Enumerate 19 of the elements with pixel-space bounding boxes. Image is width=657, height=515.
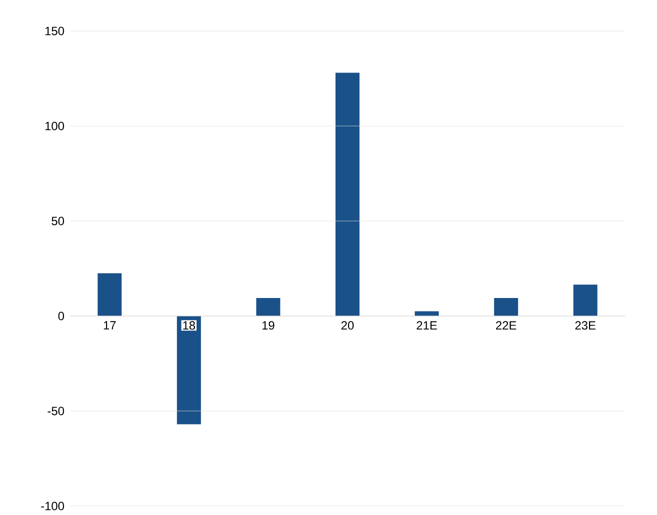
x-tick-label: 21E — [416, 321, 437, 330]
bar — [336, 72, 360, 316]
x-tick-label: 22E — [496, 321, 516, 330]
y-tick-label: 150 — [45, 26, 64, 36]
bar — [176, 316, 201, 424]
bar — [494, 298, 518, 316]
bar — [573, 284, 598, 316]
x-tick-label: 18 — [183, 321, 196, 330]
bar — [98, 273, 122, 316]
bar — [256, 298, 280, 316]
y-tick-label: 100 — [45, 122, 64, 130]
x-tick-label: 20 — [341, 321, 354, 330]
y-tick-label: -50 — [48, 406, 64, 416]
x-tick-label: 17 — [104, 321, 116, 330]
x-tick-label: 19 — [262, 321, 274, 330]
y-tick-label: 0 — [58, 312, 64, 320]
x-tick-label: 23E — [575, 321, 596, 330]
y-tick-label: 50 — [52, 216, 64, 226]
y-tick-label: -100 — [41, 502, 64, 510]
